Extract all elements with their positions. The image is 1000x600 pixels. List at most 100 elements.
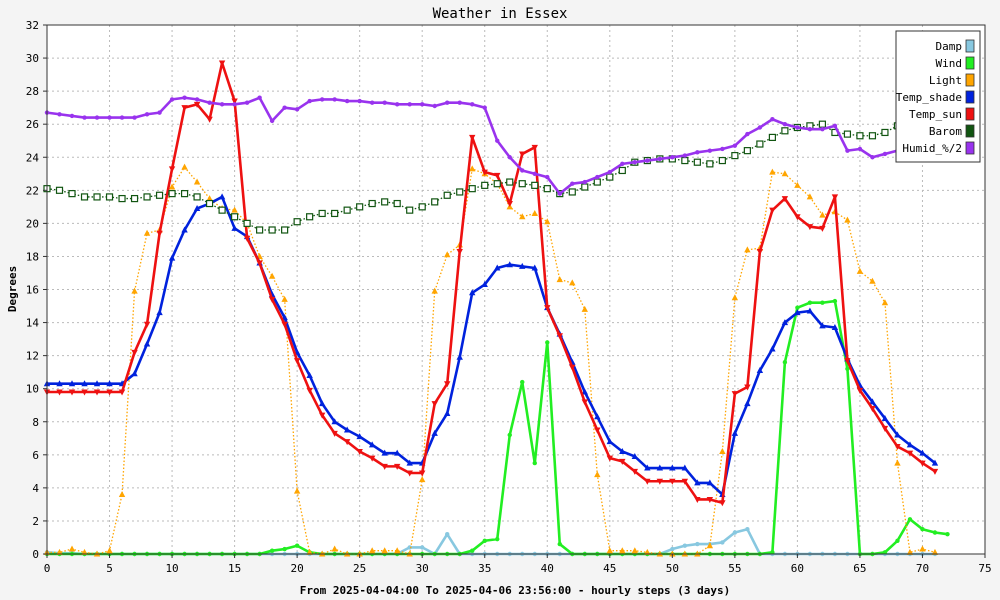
data-point [306, 548, 313, 555]
data-point [619, 448, 626, 455]
data-point [493, 180, 501, 188]
data-point [745, 131, 750, 137]
data-point [231, 206, 238, 213]
data-point [806, 224, 814, 231]
legend-swatch [965, 39, 975, 53]
data-point [181, 105, 188, 112]
data-point [869, 398, 876, 405]
data-point [218, 60, 226, 67]
x-tick-label: 55 [728, 562, 741, 575]
data-point [520, 379, 525, 385]
data-point [357, 98, 362, 104]
data-point [343, 439, 351, 446]
data-point [556, 276, 563, 283]
data-point [594, 413, 601, 420]
y-tick-label: 20 [26, 217, 39, 230]
data-point [920, 527, 925, 532]
data-point [456, 248, 463, 255]
data-point [581, 399, 588, 406]
data-point [645, 158, 650, 163]
data-point [168, 166, 176, 173]
y-axis-label: Degrees [6, 266, 19, 312]
x-tick-label: 20 [291, 562, 304, 575]
data-point [244, 100, 250, 105]
data-point [130, 194, 139, 203]
data-point [393, 199, 401, 208]
data-point [231, 98, 238, 105]
data-point [432, 103, 437, 109]
data-point [657, 156, 663, 162]
data-point [268, 296, 276, 303]
data-point [482, 105, 487, 110]
data-point [318, 209, 326, 218]
data-point [769, 168, 776, 175]
data-point [619, 547, 626, 554]
data-point [945, 531, 950, 537]
data-point [407, 545, 412, 550]
data-point [744, 384, 751, 391]
data-point [119, 115, 125, 120]
data-point [582, 179, 587, 185]
data-point [819, 225, 826, 232]
data-point [294, 107, 300, 112]
data-point [632, 160, 638, 165]
data-point [243, 219, 251, 227]
data-point [644, 548, 651, 555]
data-point [656, 478, 664, 485]
data-point [431, 401, 438, 408]
data-point [744, 246, 751, 253]
data-point [770, 550, 775, 555]
data-point [444, 381, 451, 388]
data-point [694, 479, 701, 486]
data-point [419, 476, 426, 483]
chart-title: Weather in Essex [433, 6, 568, 22]
data-point [695, 541, 700, 547]
data-point [669, 464, 676, 471]
data-point [706, 479, 714, 486]
data-point [819, 211, 826, 218]
data-point [445, 100, 450, 105]
data-point [206, 116, 213, 123]
data-point [670, 546, 675, 552]
data-point [368, 441, 376, 448]
data-point [768, 133, 776, 142]
data-point [420, 102, 425, 107]
data-point [218, 193, 226, 200]
data-point [544, 305, 551, 312]
data-point [706, 160, 714, 168]
data-point [831, 194, 839, 201]
data-point [682, 543, 688, 548]
data-point [194, 97, 200, 102]
x-tick-label: 70 [916, 562, 929, 575]
data-point [69, 113, 75, 119]
data-point [56, 548, 63, 555]
data-point [256, 226, 264, 234]
data-point [181, 163, 188, 170]
y-tick-label: 4 [32, 482, 39, 495]
data-point [381, 198, 389, 206]
data-point [781, 127, 789, 135]
series-temp-sun [43, 60, 939, 507]
data-point [556, 333, 563, 340]
data-point [93, 193, 101, 201]
data-point [782, 121, 788, 127]
data-point [770, 117, 775, 122]
data-point [532, 171, 537, 176]
data-point [557, 541, 562, 547]
data-point [656, 464, 664, 471]
data-point [681, 464, 689, 471]
data-point [595, 174, 600, 180]
data-point [205, 199, 214, 208]
data-point [845, 148, 850, 153]
data-point [881, 414, 889, 421]
data-point [118, 389, 126, 396]
data-point [718, 156, 726, 165]
data-point [731, 294, 739, 301]
data-point [894, 431, 901, 438]
data-point [782, 360, 788, 365]
grid [47, 25, 985, 554]
series-line [47, 61, 936, 505]
data-point [81, 548, 88, 555]
data-point [631, 452, 639, 459]
data-point [881, 425, 889, 432]
